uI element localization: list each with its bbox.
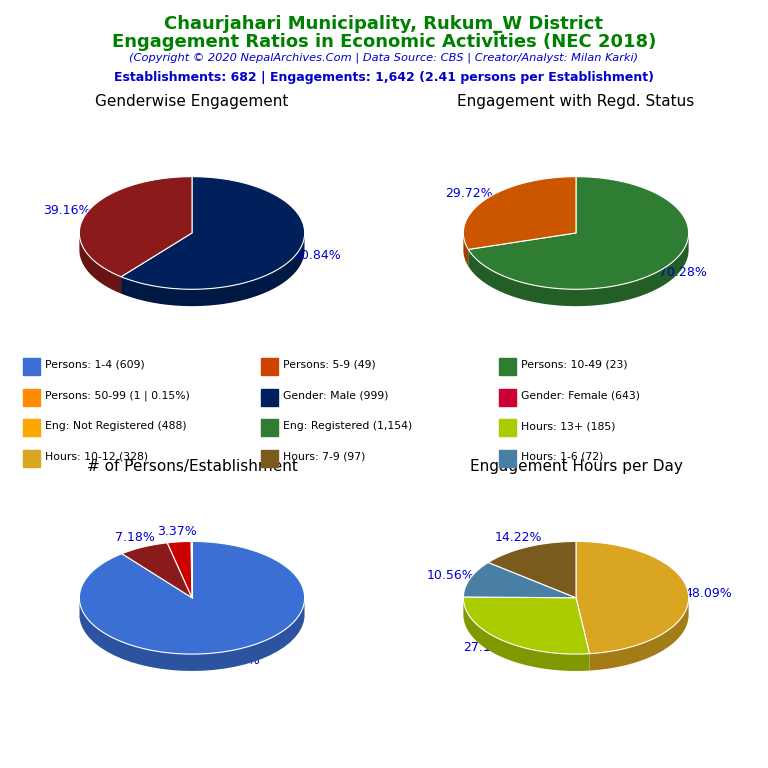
Polygon shape [191,541,192,598]
Polygon shape [468,177,689,290]
Text: Persons: 1-4 (609): Persons: 1-4 (609) [45,359,144,370]
Text: Hours: 1-6 (72): Hours: 1-6 (72) [521,452,603,462]
Text: 70.28%: 70.28% [659,266,707,279]
Text: 7.18%: 7.18% [114,531,154,545]
Polygon shape [80,601,305,671]
Polygon shape [167,541,192,598]
Polygon shape [79,233,121,293]
Text: Hours: 13+ (185): Hours: 13+ (185) [521,421,615,432]
Text: 27.13%: 27.13% [463,641,511,654]
Text: 3.37%: 3.37% [157,525,197,538]
Title: # of Persons/Establishment: # of Persons/Establishment [87,458,297,474]
Title: Genderwise Engagement: Genderwise Engagement [95,94,289,109]
Text: 89.30%: 89.30% [212,654,260,667]
Polygon shape [576,541,689,654]
Text: Engagement Ratios in Economic Activities (NEC 2018): Engagement Ratios in Economic Activities… [112,33,656,51]
Text: 14.22%: 14.22% [495,531,542,545]
Polygon shape [590,599,689,670]
Text: (Copyright © 2020 NepalArchives.Com | Data Source: CBS | Creator/Analyst: Milan : (Copyright © 2020 NepalArchives.Com | Da… [130,53,638,64]
Text: 29.72%: 29.72% [445,187,493,200]
Text: Eng: Registered (1,154): Eng: Registered (1,154) [283,421,412,432]
Polygon shape [463,177,576,250]
Polygon shape [468,233,689,306]
Text: Hours: 7-9 (97): Hours: 7-9 (97) [283,452,365,462]
Polygon shape [463,597,590,654]
Polygon shape [79,177,192,276]
Text: Gender: Male (999): Gender: Male (999) [283,390,388,401]
Title: Engagement with Regd. Status: Engagement with Regd. Status [458,94,694,109]
Polygon shape [488,541,576,598]
Polygon shape [79,541,305,654]
Text: Persons: 50-99 (1 | 0.15%): Persons: 50-99 (1 | 0.15%) [45,390,190,401]
Polygon shape [121,236,304,306]
Polygon shape [463,598,590,671]
Text: Eng: Not Registered (488): Eng: Not Registered (488) [45,421,186,432]
Text: 48.09%: 48.09% [685,588,733,601]
Text: 60.84%: 60.84% [293,249,341,262]
Text: Persons: 10-49 (23): Persons: 10-49 (23) [521,359,627,370]
Polygon shape [121,177,305,290]
Polygon shape [463,562,576,598]
Text: 10.56%: 10.56% [427,569,475,581]
Text: Gender: Female (643): Gender: Female (643) [521,390,640,401]
Text: Chaurjahari Municipality, Rukum_W District: Chaurjahari Municipality, Rukum_W Distri… [164,15,604,33]
Title: Engagement Hours per Day: Engagement Hours per Day [469,458,683,474]
Polygon shape [463,233,468,266]
Text: Persons: 5-9 (49): Persons: 5-9 (49) [283,359,376,370]
Text: Establishments: 682 | Engagements: 1,642 (2.41 persons per Establishment): Establishments: 682 | Engagements: 1,642… [114,71,654,84]
Polygon shape [122,543,192,598]
Text: 39.16%: 39.16% [43,204,91,217]
Text: Hours: 10-12 (328): Hours: 10-12 (328) [45,452,147,462]
